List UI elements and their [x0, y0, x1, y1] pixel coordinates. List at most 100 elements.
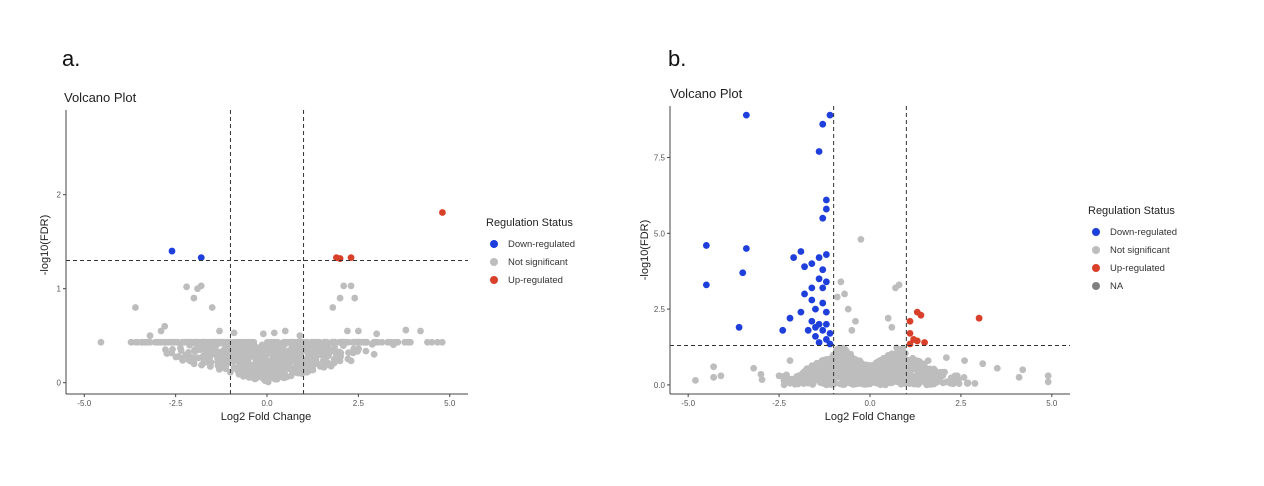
ns-cloud-point	[329, 338, 337, 346]
not-significant-point	[190, 294, 198, 302]
ns-cloud-point	[323, 346, 331, 354]
x-tick-label: -2.5	[169, 399, 183, 408]
up-regulated-point	[439, 209, 446, 216]
ns-cloud-point	[853, 380, 860, 388]
ns-cloud-point	[314, 340, 321, 348]
not-significant-point	[750, 364, 758, 372]
ns-cloud-point	[276, 352, 283, 360]
chart-b-title: Volcano Plot	[670, 86, 743, 101]
ns-cloud-point	[893, 344, 901, 352]
y-axis-label: -log10(FDR)	[639, 220, 651, 281]
down-regulated-point	[826, 329, 834, 337]
down-regulated-point	[812, 323, 819, 331]
x-tick-label: 5.0	[1046, 399, 1058, 408]
ns-cloud-point	[294, 369, 302, 377]
legend-a-item-ns: Not significant	[486, 253, 575, 271]
not-significant-point	[924, 357, 932, 365]
ns-cloud-point	[97, 338, 105, 346]
not-significant-point	[953, 372, 961, 380]
ns-cloud-point	[256, 368, 264, 376]
not-significant-point	[340, 282, 348, 290]
ns-cloud-point	[964, 380, 971, 387]
not-significant-point	[417, 327, 424, 335]
down-regulated-point	[815, 148, 823, 155]
not-significant-point	[833, 293, 841, 301]
ns-cloud-point	[378, 338, 386, 346]
down-regulated-point	[808, 317, 816, 325]
ns-cloud-point	[207, 358, 215, 366]
down-regulated-point	[702, 242, 710, 249]
ns-cloud-point	[287, 372, 295, 380]
ns-cloud-point	[191, 338, 199, 346]
na-swatch	[1092, 282, 1100, 290]
not-significant-point	[841, 290, 848, 298]
x-tick-label: 0.0	[261, 399, 273, 408]
x-tick-label: -5.0	[681, 399, 695, 408]
down-regulated-point	[822, 196, 830, 204]
legend-a-item-down: Down-regulated	[486, 235, 575, 253]
ns-cloud-point	[885, 363, 893, 370]
ns-cloud-point	[839, 378, 847, 386]
ns-cloud-point	[239, 372, 247, 380]
y-tick-label: 7.5	[654, 154, 666, 163]
down-regulated-point	[819, 284, 827, 292]
down-regulated-point	[808, 260, 816, 268]
ns-cloud-point	[287, 353, 295, 360]
not-significant-point	[961, 357, 968, 365]
ns-cloud-point	[224, 345, 231, 353]
not-significant-point	[844, 305, 852, 313]
not-significant-point	[717, 372, 725, 380]
ns-cloud-point	[222, 365, 230, 373]
ns-cloud-point	[280, 359, 288, 367]
y-tick-label: 2	[57, 191, 62, 200]
ns-cloud-point	[235, 345, 243, 353]
not-significant-point	[877, 357, 885, 365]
not-significant-point	[775, 372, 783, 380]
not-significant-point	[354, 327, 362, 335]
ns-cloud-point	[163, 350, 171, 357]
ns-cloud-point	[212, 338, 220, 346]
down-regulated-point	[822, 278, 830, 286]
ns-cloud-point	[428, 338, 436, 346]
ns-cloud-point	[216, 348, 224, 356]
x-tick-label: -2.5	[772, 399, 786, 408]
x-tick-label: 2.5	[353, 399, 365, 408]
panel-b-letter: b.	[668, 46, 687, 71]
ns-cloud-point	[322, 338, 330, 346]
ns-cloud-point	[247, 361, 255, 369]
ns-cloud-point	[278, 373, 285, 381]
ns-cloud-point	[185, 349, 192, 356]
ns-cloud-point	[177, 344, 184, 352]
not-significant-point	[146, 332, 154, 340]
not-significant-point	[373, 330, 381, 338]
up-regulated-point	[906, 329, 914, 337]
ns-cloud-point	[270, 346, 277, 353]
ns-cloud-point	[307, 359, 315, 367]
not-significant-point	[1015, 373, 1023, 381]
ns-cloud-point	[262, 357, 270, 364]
ns-cloud-point	[258, 346, 266, 354]
not-significant-point	[270, 329, 278, 337]
ns-cloud-point	[202, 355, 209, 363]
ns-cloud-point	[140, 338, 148, 346]
ns-cloud-point	[931, 367, 939, 375]
not-significant-point	[132, 304, 139, 311]
ns-cloud-point	[247, 343, 255, 351]
up-regulated-point	[975, 314, 983, 322]
y-tick-label: 2.5	[654, 305, 666, 314]
ns-cloud-point	[910, 373, 918, 380]
ns-cloud-point	[214, 362, 222, 370]
ns-cloud-point	[127, 338, 135, 346]
ns-cloud-point	[857, 372, 865, 380]
ns-cloud-point	[811, 375, 819, 382]
y-tick-label: 0.0	[654, 381, 666, 390]
ns-cloud-point	[851, 371, 859, 379]
ns-cloud-point	[173, 338, 181, 346]
legend-b: Regulation Status Down-regulated Not sig…	[1088, 205, 1177, 295]
legend-a-title: Regulation Status	[486, 217, 573, 229]
ns-cloud-point	[309, 366, 317, 374]
down-regulated-point	[822, 205, 830, 213]
x-tick-label: 0.0	[864, 399, 876, 408]
down-regulated-point	[197, 254, 205, 262]
ns-cloud-point	[271, 375, 279, 383]
